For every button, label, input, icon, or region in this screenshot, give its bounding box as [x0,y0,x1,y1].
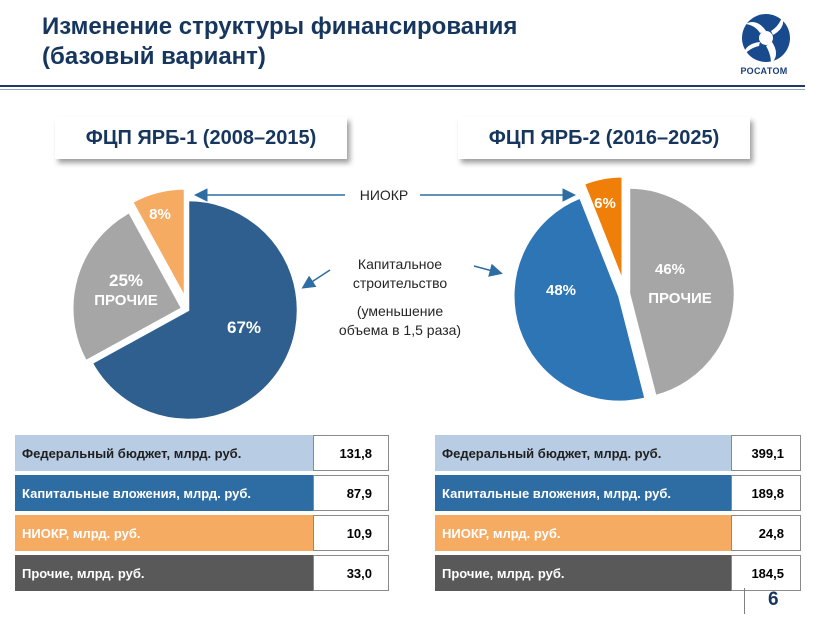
row-label: НИОКР, млрд. руб. [15,515,313,551]
row-label: Федеральный бюджет, млрд. руб. [15,435,313,471]
capital-arrow-right [473,263,503,277]
capital-annotation: Капитальное строительство [310,255,490,293]
pie1-label-0: 67% [227,318,261,337]
row-value: 10,9 [313,515,389,551]
page-number-divider [744,588,745,614]
pie2-label-0: 46% [655,261,685,278]
reduction-annotation-line1: (уменьшение [356,303,444,319]
row-value: 184,5 [731,555,801,591]
slide-title-line1: Изменение структуры финансирования [42,13,518,40]
pie2-slice-2 [582,174,625,283]
row-label: Прочие, млрд. руб. [435,555,731,591]
row-label: Федеральный бюджет, млрд. руб. [435,435,731,471]
pie2-sublabel-0: ПРОЧИЕ [648,290,712,307]
chart2-title: ФЦП ЯРБ-2 (2016–2025) [458,117,750,159]
row-value: 33,0 [313,555,389,591]
table-row: Капитальные вложения, млрд. руб. 87,9 [15,475,389,511]
logo-text: РОСАТОМ [740,66,788,76]
row-value: 131,8 [313,435,389,471]
slide-title: Изменение структуры финансирования (базо… [42,12,692,72]
table-row: Федеральный бюджет, млрд. руб. 131,8 [15,435,389,471]
chart1-title: ФЦП ЯРБ-1 (2008–2015) [55,117,347,159]
table-row: Капитальные вложения, млрд. руб. 189,8 [435,475,801,511]
row-label: НИОКР, млрд. руб. [435,515,731,551]
pie1-slice-1 [71,210,184,364]
pie1-slice-2 [130,187,187,299]
pie-chart-1: 67% 25% ПРОЧИЕ 8% [71,187,300,422]
page-number: 6 [768,589,779,610]
row-value: 189,8 [731,475,801,511]
header-divider-thin [0,89,805,90]
table-row: Прочие, млрд. руб. 33,0 [15,555,389,591]
pie-chart-2: 46% ПРОЧИЕ 48% 6% [512,174,737,404]
pie1-sublabel-1: ПРОЧИЕ [94,292,158,309]
pie2-label-2: 6% [594,195,616,212]
niokr-annotation: НИОКР [359,187,409,203]
table-row: Федеральный бюджет, млрд. руб. 399,1 [435,435,801,471]
rosatom-logo-icon [742,14,790,63]
row-label: Капитальные вложения, млрд. руб. [435,475,731,511]
row-label: Прочие, млрд. руб. [15,555,313,591]
pie1-label-2: 8% [149,206,171,223]
reduction-annotation: (уменьшение объема в 1,5 раза) [300,302,500,340]
pie2-slice-0 [627,186,737,398]
pie2-label-1: 48% [546,282,576,299]
reduction-annotation-line2: объема в 1,5 раза) [338,322,462,338]
pie2-slice-1 [512,195,648,404]
table-row: НИОКР, млрд. руб. 10,9 [15,515,389,551]
funding-table-2: Федеральный бюджет, млрд. руб. 399,1 Кап… [435,431,801,595]
slide-title-line2: (базовый вариант) [42,43,266,70]
row-value: 87,9 [313,475,389,511]
capital-annotation-line1: Капитальное [357,256,443,272]
header-divider [0,85,805,87]
capital-annotation-line2: строительство [352,275,448,291]
row-label: Капитальные вложения, млрд. руб. [15,475,313,511]
table-row: Прочие, млрд. руб. 184,5 [435,555,801,591]
funding-table-1: Федеральный бюджет, млрд. руб. 131,8 Кап… [15,431,389,595]
table-row: НИОКР, млрд. руб. 24,8 [435,515,801,551]
pie1-slice-0 [89,198,300,422]
row-value: 24,8 [731,515,801,551]
capital-arrow-left [301,269,331,289]
pie1-label-1: 25% [109,271,143,290]
row-value: 399,1 [731,435,801,471]
